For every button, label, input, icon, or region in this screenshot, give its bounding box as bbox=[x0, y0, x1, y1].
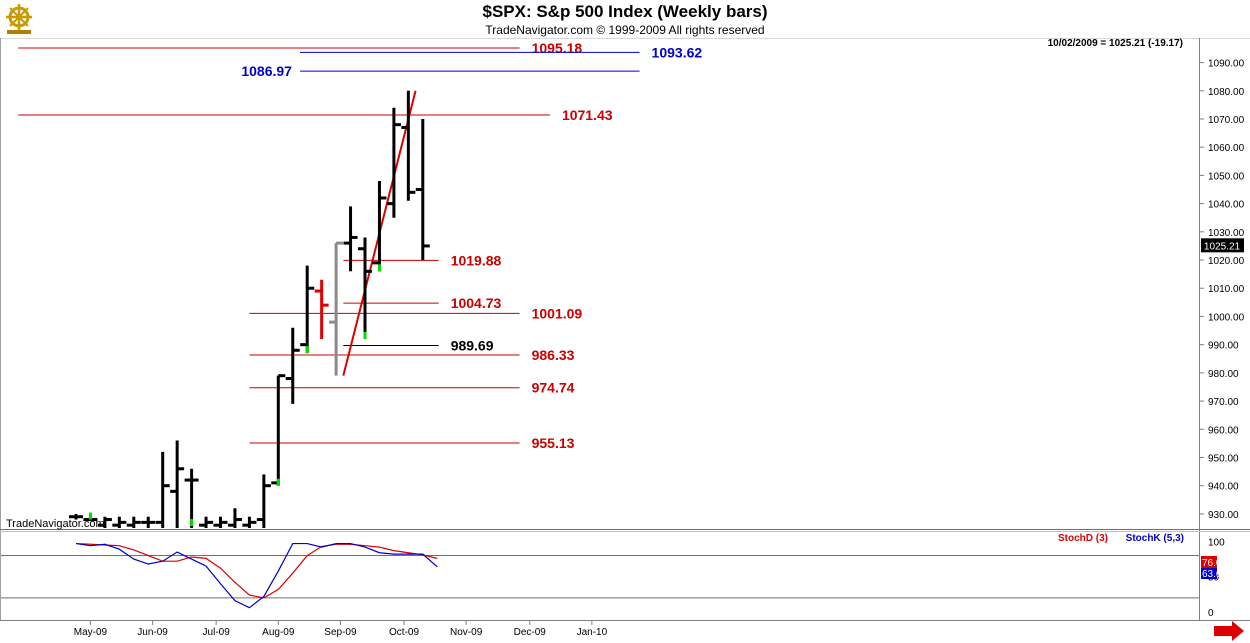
price-tick-label: 1060.00 bbox=[1208, 143, 1245, 154]
price-tick-label: 990.00 bbox=[1208, 341, 1239, 352]
level-label: 1086.97 bbox=[241, 63, 292, 79]
ohlc-bar bbox=[256, 474, 271, 528]
ohlc-bar bbox=[329, 241, 344, 376]
level-label: 1071.43 bbox=[562, 107, 613, 123]
right-arrow-icon[interactable] bbox=[1214, 621, 1244, 641]
stoch-tick-label: 100 bbox=[1208, 537, 1225, 548]
ohlc-bar bbox=[227, 508, 242, 528]
last-price-tag-text: 1025.21 bbox=[1204, 241, 1241, 252]
month-label: Sep-09 bbox=[324, 627, 357, 638]
ohlc-bar bbox=[415, 118, 430, 261]
level-label: 986.33 bbox=[532, 347, 575, 363]
ohlc-bar bbox=[343, 206, 358, 272]
price-tick-label: 1020.00 bbox=[1208, 256, 1245, 267]
top-border bbox=[0, 38, 1250, 39]
price-tick-label: 1010.00 bbox=[1208, 284, 1245, 295]
ohlc-bar bbox=[199, 516, 214, 528]
ohlc-bar bbox=[358, 237, 372, 340]
level-label: 955.13 bbox=[532, 435, 575, 451]
price-tick-label: 950.00 bbox=[1208, 453, 1239, 464]
ohlc-bar bbox=[271, 374, 286, 486]
level-label: 1019.88 bbox=[451, 252, 502, 268]
price-tick-label: 970.00 bbox=[1208, 397, 1239, 408]
level-label: 974.74 bbox=[532, 380, 575, 396]
price-tick-label: 1090.00 bbox=[1208, 59, 1245, 70]
ohlc-bar bbox=[97, 516, 112, 528]
stoch-d-line bbox=[75, 542, 438, 599]
price-tick-label: 1000.00 bbox=[1208, 312, 1245, 323]
month-label: Jul-09 bbox=[203, 627, 231, 638]
chart-subtitle: TradeNavigator.com © 1999-2009 All right… bbox=[485, 23, 765, 37]
watermark-text: TradeNavigator.com bbox=[6, 518, 105, 530]
level-label: 1095.18 bbox=[532, 40, 583, 56]
level-label: 1004.73 bbox=[451, 295, 502, 311]
price-tick-label: 1080.00 bbox=[1208, 87, 1245, 98]
month-label: Dec-09 bbox=[514, 627, 547, 638]
ohlc-bar bbox=[170, 440, 185, 528]
price-tick-label: 960.00 bbox=[1208, 425, 1239, 436]
last-price-tag: 1025.21 bbox=[1201, 238, 1244, 253]
month-label: Nov-09 bbox=[450, 627, 483, 638]
stoch-k-value-tag: 63.68 bbox=[1201, 568, 1227, 580]
ohlc-bar bbox=[285, 327, 300, 404]
ohlc-bar bbox=[386, 107, 401, 218]
stoch-k-line bbox=[75, 542, 438, 609]
stoch-tick-label: 0 bbox=[1208, 608, 1214, 619]
price-tick-label: 940.00 bbox=[1208, 482, 1239, 493]
stoch-d-tag-text: 76.09 bbox=[1202, 558, 1227, 569]
ohlc-bar bbox=[112, 516, 127, 528]
last-price-tag-bg bbox=[1201, 238, 1244, 253]
ohlc-bar bbox=[401, 90, 416, 201]
month-label: Oct-09 bbox=[389, 627, 419, 638]
stoch-d-value-tag: 76.09 bbox=[1201, 556, 1227, 569]
legend-stoch-k: StochK (5,3) bbox=[1126, 533, 1184, 544]
chart-title: $SPX: S&p 500 Index (Weekly bars) bbox=[482, 2, 768, 21]
ohlc-bar bbox=[300, 265, 315, 354]
ohlc-bar bbox=[213, 516, 228, 528]
month-label: Jan-10 bbox=[577, 627, 608, 638]
stoch-d-tag-bg bbox=[1201, 556, 1217, 568]
price-tick-label: 930.00 bbox=[1208, 510, 1239, 521]
legend-stoch-d: StochD (3) bbox=[1058, 533, 1108, 544]
ohlc-bar bbox=[69, 513, 83, 520]
ohlc-bar bbox=[242, 516, 257, 528]
ohlc-bar bbox=[141, 516, 156, 528]
price-tick-label: 1050.00 bbox=[1208, 171, 1245, 182]
last-bar-info: 10/02/2009 = 1025.21 (-19.17) bbox=[1048, 38, 1183, 49]
level-label: 1001.09 bbox=[532, 305, 583, 321]
level-label: 989.69 bbox=[451, 338, 494, 354]
price-tick-label: 980.00 bbox=[1208, 369, 1239, 380]
month-label: May-09 bbox=[74, 627, 108, 638]
ohlc-bar bbox=[372, 181, 387, 272]
month-label: Jun-09 bbox=[137, 627, 168, 638]
price-tick-label: 1030.00 bbox=[1208, 228, 1245, 239]
ohlc-bar bbox=[314, 279, 329, 340]
ohlc-bar bbox=[155, 451, 170, 528]
ohlc-bar bbox=[83, 512, 98, 522]
ohlc-bar bbox=[184, 468, 199, 528]
stoch-k-tag-text: 63.68 bbox=[1202, 569, 1227, 580]
stoch-k-tag-bg bbox=[1201, 568, 1217, 579]
level-label: 1093.62 bbox=[652, 44, 703, 60]
price-tick-label: 1070.00 bbox=[1208, 115, 1245, 126]
price-tick-label: 1040.00 bbox=[1208, 200, 1245, 211]
month-label: Aug-09 bbox=[262, 627, 295, 638]
ohlc-bar bbox=[126, 516, 141, 528]
ship-wheel-icon[interactable] bbox=[2, 2, 36, 36]
